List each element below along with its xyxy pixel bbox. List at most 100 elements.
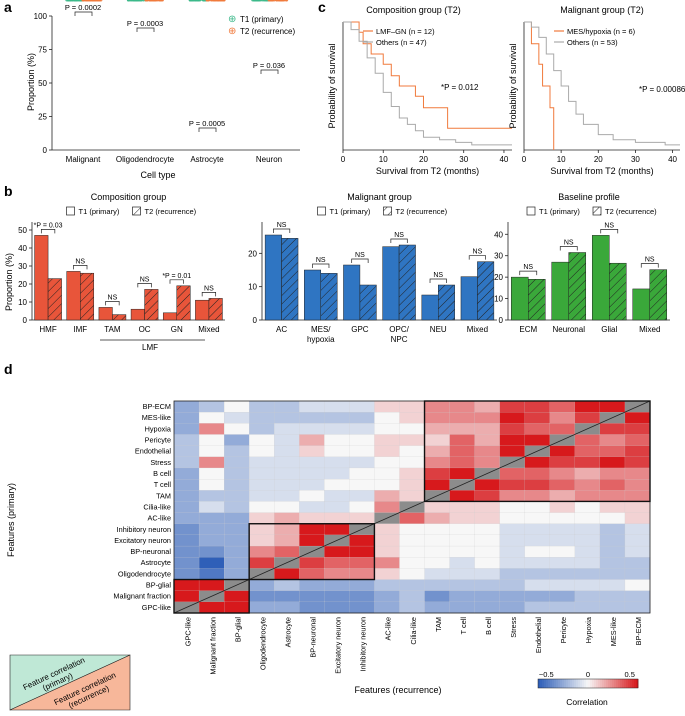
heat-cell [374,523,400,536]
tri-recurrence [9,654,131,711]
colorbar-step [584,679,587,688]
km-legend-label: Others (n = 53) [567,38,618,47]
heat-cell [274,501,300,513]
heat-cell [424,400,450,413]
bar-x-tick-label: NEU [430,325,447,334]
heat-cell [574,501,601,513]
cluster-box [173,578,250,614]
heat-cell [249,490,275,502]
heat-cell [549,400,576,413]
heat-cell [374,557,400,569]
colorbar-step [578,679,581,688]
colorbar-step [596,679,599,688]
heat-cell [349,501,375,513]
heat-row-label: BP-glial [146,581,172,590]
bar-t1 [304,269,321,321]
colorbar-step [604,679,607,688]
heat-cell [449,512,476,525]
bar-t1 [34,235,49,321]
data-point [257,0,261,2]
heat-cell [274,579,300,592]
panel-a-ylabel: Proportion (%) [26,53,36,111]
heat-cell [549,534,576,547]
heat-cell [224,456,250,469]
km-legend-label: LMF–GN (n = 12) [376,27,435,36]
heat-cell [574,601,601,614]
data-point [192,0,196,2]
colorbar-step [608,679,611,688]
colorbar-tick-label: 0.5 [624,670,634,679]
bar-x-tick-label: OPC/ [389,325,409,334]
heat-cell [399,579,425,592]
heat-cell [173,400,200,413]
heat-cell [574,434,601,447]
heat-cell [374,479,400,491]
bar-t1 [382,246,400,321]
heat-row-label: Endothelial [135,447,171,456]
heat-col-label: BP-glial [233,617,242,643]
bar-x-tick-label: Mixed [467,325,488,334]
heat-cell [424,501,450,513]
heat-cell [299,412,325,424]
heat-cell [624,512,651,525]
data-point [279,0,283,2]
colorbar-step [574,679,577,688]
km-xlabel: Survival from T2 (months) [376,166,479,176]
heat-cell [624,423,651,435]
heat-cell [198,568,225,580]
heat-cell [524,601,551,614]
heat-cell [224,590,250,603]
heat-cell [399,557,425,569]
heat-cell [173,467,200,480]
panel-a-legend-t2-marker: ⊕ [228,26,236,37]
panel-d-chart: BP-ECM MES-like Hypoxia Pericyte Endothelial… [113,400,651,689]
heat-cell [474,523,501,536]
heat-cell [474,557,501,569]
data-point [270,0,274,2]
bar-y-tick-label: 10 [248,283,257,292]
data-point [66,0,70,2]
heat-col-label: MES-like [609,617,618,646]
bar-y-tick-label: 30 [18,262,27,271]
y-tick-label: 100 [34,12,48,21]
heat-cell [198,400,225,413]
sig-label: NS [204,285,214,292]
p-bracket [74,11,93,16]
legend-label-t2: T2 (recurrence) [605,207,657,216]
heat-cell [624,545,651,558]
km-line-group [524,21,555,150]
heat-cell [624,456,651,469]
colorbar-step [568,679,571,688]
heat-cell [249,412,275,424]
heat-cell [549,601,576,614]
heat-cell [449,467,476,480]
heat-cell [624,501,651,513]
heat-col-label: T cell [459,617,468,635]
heat-cell [324,456,350,469]
heat-cell [198,534,225,547]
bar-t1 [551,261,569,321]
heat-cell [424,412,450,424]
heat-cell [599,545,626,558]
bar-y-tick-label: 10 [494,295,503,304]
panel-a-chart: 0 25 50 75 100 Malignant P = 0.0002 Oligodendro… [34,0,300,164]
colorbar-step [548,679,551,688]
sig-bracket [640,263,659,268]
km-legend-label: MES/hypoxia (n = 6) [567,27,636,36]
heat-cell [324,434,350,447]
bar-x-tick-label: GPC [351,325,369,334]
heat-cell [499,557,526,569]
km-x-tick-label: 30 [459,155,468,164]
heat-cell [424,434,450,447]
heat-cell [173,557,200,569]
heat-cell [574,557,601,569]
heat-col-label: Stress [509,617,518,638]
bar-t1 [460,276,478,321]
heat-cell [299,490,325,502]
heat-cell [249,545,275,558]
heat-cell [449,456,476,469]
heat-cell [349,434,375,447]
sig-label: NS [316,257,326,264]
heat-cell [349,479,375,491]
